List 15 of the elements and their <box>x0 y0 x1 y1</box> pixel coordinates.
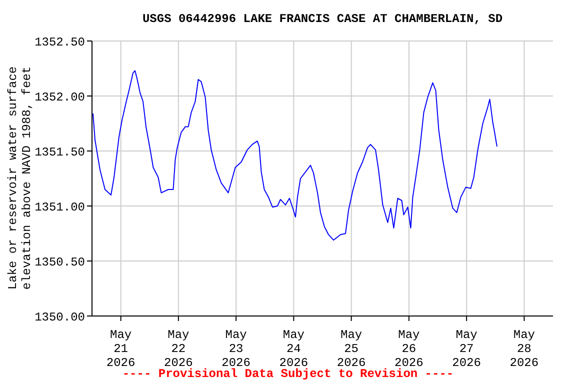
line-series <box>92 70 498 241</box>
y-tick-label: 1350.00 <box>34 310 85 324</box>
y-tick-label: 1350.50 <box>34 255 85 270</box>
chart-title: USGS 06442996 LAKE FRANCIS CASE AT CHAMBERLAIN, SD <box>141 12 504 26</box>
text: ---- Provisional Data Subject to Revision ---- <box>122 367 454 381</box>
x-tick-label: May 25 2026 <box>336 328 366 370</box>
x-tick-label: May 21 2026 <box>106 328 136 370</box>
x-tick-label: May 26 2026 <box>394 328 424 370</box>
y-axis-title: Lake or reservoir water surface elevation above NAVD 1988, feet <box>6 66 34 290</box>
x-tick-label: May 28 2026 <box>510 328 539 370</box>
x-tick-label: May 27 2026 <box>452 328 481 370</box>
y-tick-label: 1352.50 <box>34 35 85 50</box>
y-tick-label: 1351.00 <box>34 200 85 214</box>
y-tick-label: 1352.00 <box>34 90 85 104</box>
y-tick-label: 1351.50 <box>34 145 85 160</box>
